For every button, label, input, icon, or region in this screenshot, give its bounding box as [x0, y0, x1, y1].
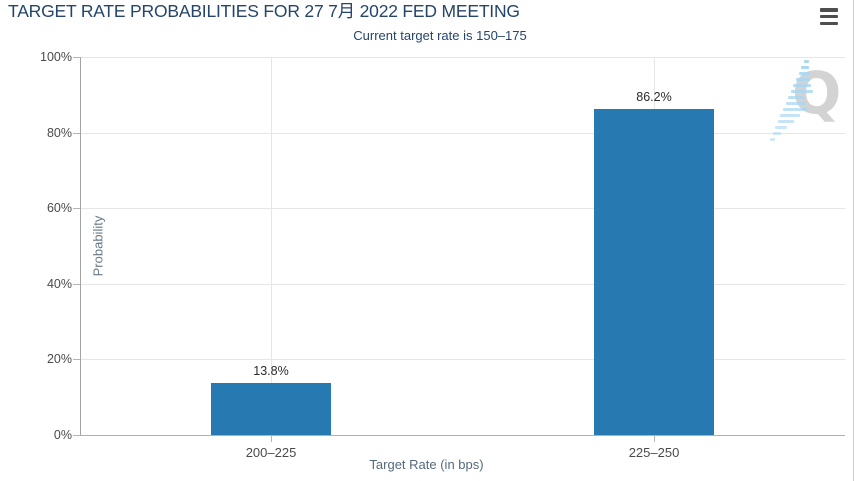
y-tick-mark [73, 435, 80, 436]
y-tick-label: 20% [46, 352, 72, 366]
y-gridline [80, 208, 845, 209]
y-tick-mark [73, 57, 80, 58]
x-tick-label: 225–250 [628, 445, 680, 460]
bar-value-label: 86.2% [636, 90, 672, 104]
y-tick-mark [73, 359, 80, 360]
chart-subtitle: Current target rate is 150–175 [353, 28, 527, 43]
y-gridline [80, 359, 845, 360]
hamburger-bar [820, 21, 838, 25]
hamburger-bar [820, 14, 838, 19]
x-tick-label: 200–225 [245, 445, 297, 460]
y-tick-label: 100% [40, 50, 72, 64]
probability-bar-200–225[interactable] [211, 383, 331, 435]
y-gridline [80, 133, 845, 134]
x-axis-line [80, 435, 845, 436]
y-tick-label: 0% [53, 428, 72, 442]
x-gridline [271, 57, 272, 435]
y-gridline [80, 284, 845, 285]
y-axis-line [80, 57, 81, 435]
y-tick-mark [73, 133, 80, 134]
y-tick-label: 40% [46, 277, 72, 291]
y-axis-title: Probability [90, 215, 106, 277]
x-axis-title: Target Rate (in bps) [369, 457, 484, 472]
x-tick-mark [654, 436, 655, 442]
chart-title: TARGET RATE PROBABILITIES FOR 27 7月 2022… [8, 1, 520, 21]
y-tick-label: 80% [46, 126, 72, 140]
hamburger-menu-icon[interactable] [820, 8, 838, 25]
plot-area: Probability 0% 20% 40% 60% 80% 100% 200–225 13.… [40, 50, 845, 460]
y-tick-mark [73, 208, 80, 209]
x-tick-mark [271, 436, 272, 442]
y-tick-label: 60% [46, 201, 72, 215]
bar-value-label: 13.8% [253, 364, 289, 378]
hamburger-bar [820, 8, 838, 12]
y-gridline [80, 57, 845, 58]
y-tick-mark [73, 284, 80, 285]
probability-bar-225–250[interactable] [594, 109, 714, 435]
